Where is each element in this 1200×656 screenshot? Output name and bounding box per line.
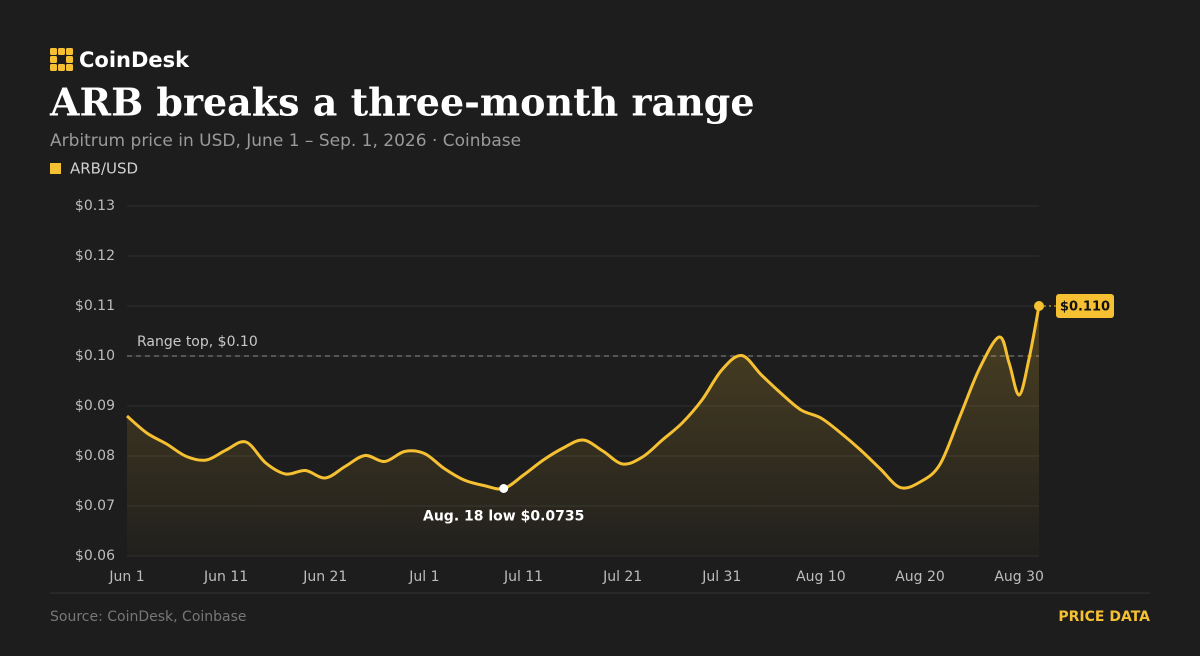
y-tick-label: $0.06 <box>75 548 115 564</box>
y-tick-label: $0.12 <box>75 248 115 264</box>
end-point <box>1034 301 1044 311</box>
x-tick-label: Jul 1 <box>408 569 439 585</box>
value-label-badge <box>1056 294 1114 318</box>
footer-source: Source: CoinDesk, Coinbase <box>50 609 247 625</box>
x-tick-label: Jun 21 <box>302 569 347 585</box>
y-tick-label: $0.11 <box>75 298 115 314</box>
x-tick-label: Aug 20 <box>895 569 945 585</box>
y-tick-label: $0.09 <box>75 398 115 414</box>
annotation-point <box>499 484 509 493</box>
legend-label: ARB/USD <box>70 160 138 178</box>
annotation-label: Aug. 18 low $0.0735 <box>423 509 584 525</box>
x-tick-label: Jul 21 <box>602 569 642 585</box>
chart-subtitle: Arbitrum price in USD, June 1 – Sep. 1, … <box>50 131 521 151</box>
brand: CoinDesk <box>79 48 190 72</box>
reference-label: Range top, $0.10 <box>137 334 258 350</box>
chart-title: ARB breaks a three-month range <box>49 80 755 125</box>
line <box>126 305 1041 491</box>
x-tick-label: Jul 31 <box>701 569 741 585</box>
footer-tag: PRICE DATA <box>1058 609 1150 625</box>
x-tick-label: Jun 11 <box>203 569 248 585</box>
y-tick-label: $0.07 <box>75 498 115 514</box>
legend-swatch <box>50 163 61 174</box>
x-tick-label: Jul 11 <box>503 569 543 585</box>
y-tick-label: $0.10 <box>75 348 115 364</box>
y-tick-label: $0.08 <box>75 448 115 464</box>
x-tick-label: Aug 30 <box>994 569 1044 585</box>
area <box>127 306 1039 556</box>
y-tick-label: $0.13 <box>75 198 115 214</box>
value-label: $0.110 <box>1060 300 1110 315</box>
x-tick-label: Jun 1 <box>108 569 144 585</box>
logo-icon <box>50 48 73 71</box>
x-tick-label: Aug 10 <box>796 569 846 585</box>
